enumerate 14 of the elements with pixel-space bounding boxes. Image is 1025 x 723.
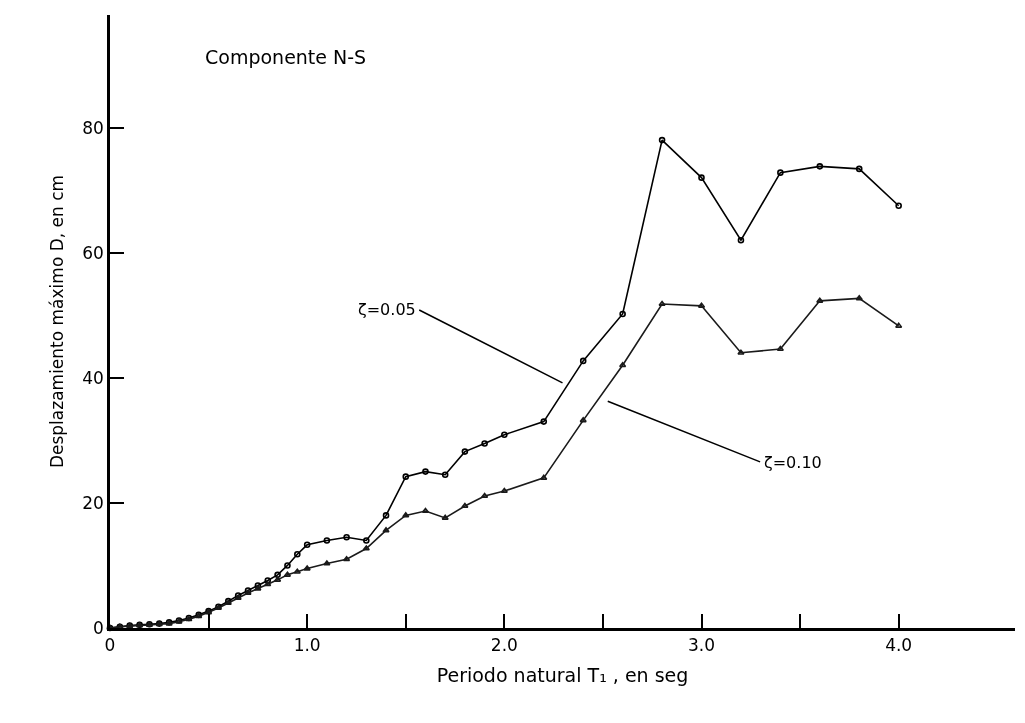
x-tick-label: 3.0 bbox=[687, 635, 716, 656]
y-tick-label: 40 bbox=[82, 367, 104, 388]
annotation: ζ=0.10 bbox=[764, 453, 822, 472]
annotation: ζ=0.05 bbox=[358, 300, 416, 319]
y-tick-label: 20 bbox=[82, 492, 104, 513]
x-tick-label: 1.0 bbox=[293, 635, 321, 656]
x-axis-title: Periodo natural T₁ , en seg bbox=[436, 663, 689, 686]
y-tick-label: 0 bbox=[93, 617, 104, 638]
y-tick-label: 60 bbox=[82, 242, 104, 263]
y-tick-label: 80 bbox=[82, 117, 104, 138]
x-tick-label: 4.0 bbox=[885, 635, 913, 656]
x-tick-label: 2.0 bbox=[490, 635, 518, 656]
y-axis-title: Desplazamiento máximo D, en cm bbox=[46, 174, 67, 469]
text: Componente N-S bbox=[205, 45, 367, 68]
